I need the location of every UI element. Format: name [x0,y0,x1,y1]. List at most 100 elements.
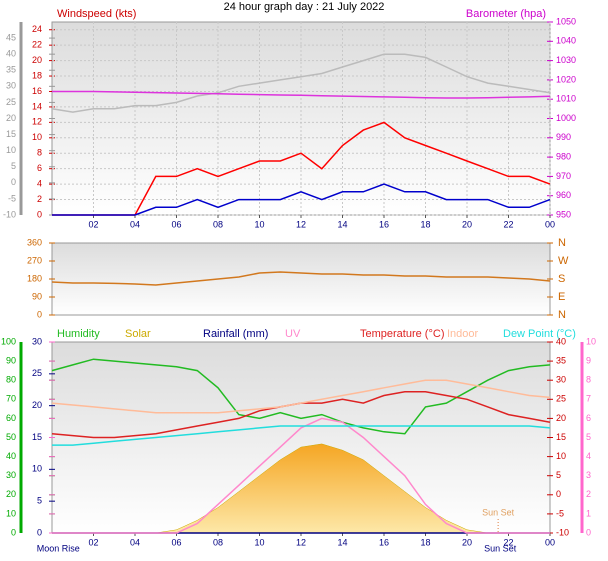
annotation: Sun Set [482,507,515,517]
tick-label: 1030 [556,55,576,65]
tick-label: -5 [8,193,16,203]
annotation: Moon Rise [37,543,80,553]
tick-label: 90 [32,291,42,301]
tick-label: 0 [37,527,42,537]
tick-label: N [558,309,566,321]
tick-label: W [558,255,569,267]
legend-label: Rainfall (mm) [203,328,268,340]
tick-label: 30 [6,470,16,480]
annotation: Sun Set [484,543,517,553]
legend-label: Solar [125,328,151,340]
tick-label: 9 [586,355,591,365]
tick-label: 15 [6,129,16,139]
series-line [51,379,551,414]
tick-label: 18 [32,70,42,80]
x-tick-label: 20 [462,537,472,547]
tick-label: 5 [556,470,561,480]
x-tick-label: 04 [130,537,140,547]
tick-label: 25 [6,97,16,107]
tick-label: 0 [11,177,16,187]
y-label: Windspeed (kts) [57,8,136,20]
x-tick-label: 00 [545,219,555,229]
tick-label: 1 [586,508,591,518]
tick-label: 30 [32,336,42,346]
tick-label: 0 [11,527,16,537]
tick-label: 20 [32,55,42,65]
series-line [52,417,550,534]
series-line [52,90,551,99]
tick-label: 360 [27,237,42,247]
tick-label: 950 [556,209,571,219]
tick-label: 30 [556,375,566,385]
tick-label: 20 [6,489,16,499]
series-line [51,271,551,286]
tick-label: 40 [556,336,566,346]
tick-label: 45 [6,32,16,42]
series-line [52,425,551,446]
tick-label: 0 [556,489,561,499]
x-tick-label: 06 [171,219,181,229]
tick-label: 10 [556,451,566,461]
tick-label: 10 [6,145,16,155]
tick-label: 8 [586,375,591,385]
tick-label: 24 [32,24,42,34]
x-tick-label: 20 [462,219,472,229]
tick-label: 970 [556,171,571,181]
tick-label: 60 [6,413,16,423]
tick-label: 990 [556,132,571,142]
tick-label: 10 [32,464,42,474]
tick-label: 5 [586,432,591,442]
x-tick-label: 08 [213,537,223,547]
tick-label: -10 [556,527,569,537]
x-tick-label: 10 [254,219,264,229]
tick-label: 12 [32,117,42,127]
tick-label: 16 [32,86,42,96]
x-tick-label: 14 [337,537,347,547]
tick-label: 6 [37,163,42,173]
tick-label: 30 [6,81,16,91]
tick-label: 80 [6,375,16,385]
tick-label: 980 [556,151,571,161]
tick-label: 15 [556,432,566,442]
tick-label: 7 [586,394,591,404]
x-tick-label: 08 [213,219,223,229]
series-line [52,183,551,216]
tick-label: 4 [586,451,591,461]
legend-label: Indoor [447,328,479,340]
tick-label: 20 [6,113,16,123]
series-line [51,358,551,435]
series-line [51,53,551,113]
tick-label: E [558,291,565,303]
x-tick-label: 16 [379,219,389,229]
tick-label: 180 [27,273,42,283]
x-tick-label: 16 [379,537,389,547]
x-tick-label: 02 [88,537,98,547]
tick-label: 8 [37,148,42,158]
tick-label: 50 [6,432,16,442]
tick-label: 70 [6,394,16,404]
legend-label: Temperature (°C) [360,328,444,340]
x-tick-label: 18 [420,219,430,229]
x-tick-label: 10 [254,537,264,547]
x-tick-label: 22 [503,537,513,547]
x-tick-label: 06 [171,537,181,547]
tick-label: 100 [1,336,16,346]
tick-label: 25 [556,394,566,404]
title: 24 hour graph day : 21 July 2022 [224,1,385,13]
tick-label: -5 [556,508,564,518]
tick-label: 10 [32,132,42,142]
tick-label: 2 [37,194,42,204]
tick-label: 10 [6,508,16,518]
tick-label: 1040 [556,36,576,46]
x-tick-label: 22 [503,219,513,229]
x-tick-label: 12 [296,219,306,229]
tick-label: 22 [32,40,42,50]
tick-label: 0 [37,209,42,219]
tick-label: S [558,273,565,285]
tick-label: 10 [586,336,596,346]
tick-label: 40 [6,451,16,461]
tick-label: 14 [32,101,42,111]
tick-label: 6 [586,413,591,423]
x-tick-label: 00 [545,537,555,547]
tick-label: -10 [3,209,16,219]
